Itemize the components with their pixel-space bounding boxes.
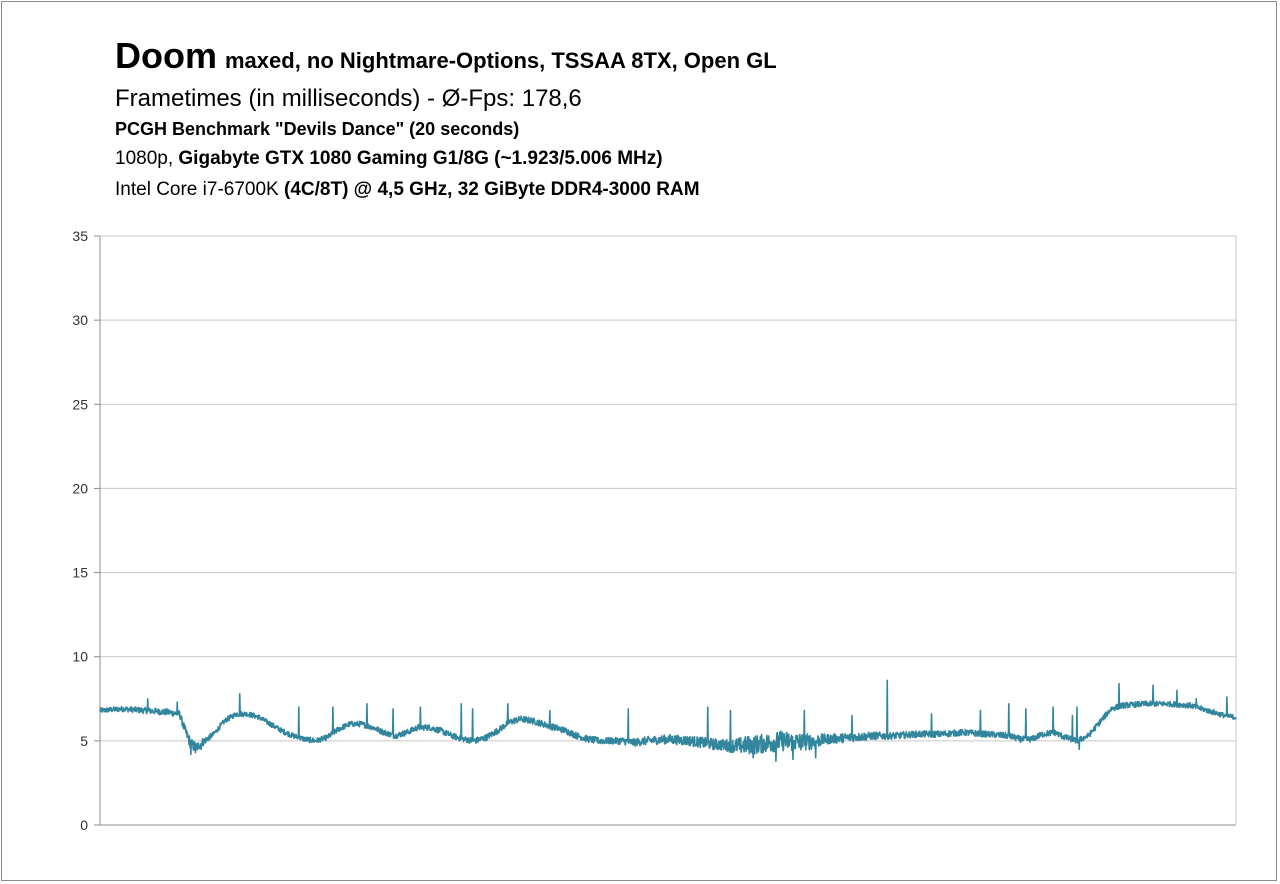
y-tick-label-25: 25 xyxy=(72,396,88,412)
plot-area xyxy=(99,679,1237,762)
chart-title-main: Doom xyxy=(115,35,217,76)
y-tick-label-0: 0 xyxy=(80,817,88,833)
cpu-model-text: Intel Core i7-6700K xyxy=(115,179,284,200)
y-tick-label-15: 15 xyxy=(72,565,88,581)
y-tick-label-20: 20 xyxy=(72,480,88,496)
chart-gridlines xyxy=(100,235,1236,742)
y-tick-label-10: 10 xyxy=(72,649,88,665)
frametime-series-line xyxy=(99,679,1237,762)
chart-titles: Doom maxed, no Nightmare-Options, TSSAA 8… xyxy=(115,34,777,205)
benchmark-label: PCGH Benchmark "Devils Dance" (20 second… xyxy=(115,119,520,139)
cpu-spec-text: (4C/8T) @ 4,5 GHz, 32 GiByte DDR4-3000 R… xyxy=(284,179,700,200)
y-tick-label-5: 5 xyxy=(80,733,88,749)
y-tick-label-30: 30 xyxy=(72,312,88,328)
resolution-text: 1080p, xyxy=(115,148,179,169)
y-axis-ticks: 0 5 10 15 20 25 30 35 xyxy=(72,228,100,833)
chart-axes xyxy=(99,235,1237,826)
gpu-text: Gigabyte GTX 1080 Gaming G1/8G (~1.923/5… xyxy=(178,148,663,169)
chart-title: Doom maxed, no Nightmare-Options, TSSAA 8… xyxy=(115,34,777,83)
gpu-label: 1080p, Gigabyte GTX 1080 Gaming G1/8G (~… xyxy=(115,143,777,174)
cpu-label: Intel Core i7-6700K (4C/8T) @ 4,5 GHz, 3… xyxy=(115,174,777,205)
y-tick-label-35: 35 xyxy=(72,228,88,244)
chart-title-settings: maxed, no Nightmare-Options, TSSAA 8TX, … xyxy=(225,48,777,73)
chart-subtitle: Frametimes (in milliseconds) - Ø-Fps: 17… xyxy=(115,85,582,112)
